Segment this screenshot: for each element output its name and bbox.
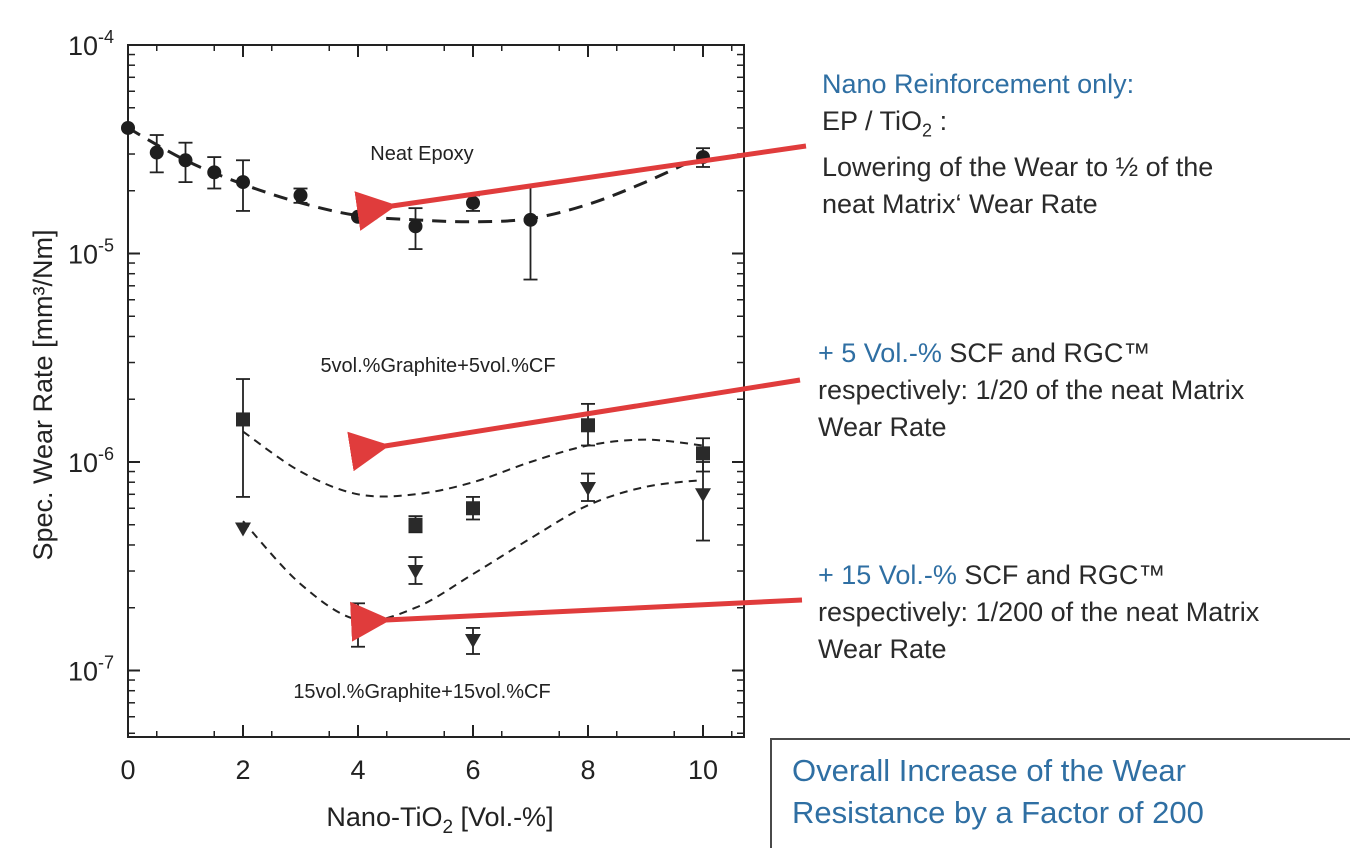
arrow-5vol xyxy=(347,377,801,472)
overall-line1: Overall Increase of the Wear xyxy=(792,753,1186,788)
annotation-5vol-highlight: + 5 Vol.-% xyxy=(818,338,942,368)
annotation-nano-line2: Lowering of the Wear to ½ of the xyxy=(822,152,1214,183)
point-5vol xyxy=(236,412,250,427)
ep-tio-text: EP / TiO xyxy=(822,106,923,136)
annotation-15vol-line3: Wear Rate xyxy=(818,634,947,664)
point-5vol xyxy=(466,501,480,516)
point-neat-epoxy xyxy=(523,212,538,227)
annotation-5vol-rest: SCF and RGC™ xyxy=(941,338,1151,368)
point-neat-epoxy xyxy=(408,219,423,234)
x-tick-label: 0 xyxy=(120,755,135,785)
x-tick-label: 8 xyxy=(580,755,595,785)
x-tick-label: 10 xyxy=(688,755,718,785)
annotation-nano-reinforcement: Nano Reinforcement only: EP / TiO2 : Low… xyxy=(822,66,1342,223)
x-axis-ticks: 0 2 4 6 8 10 xyxy=(120,45,718,785)
point-neat-epoxy xyxy=(121,120,135,135)
point-5vol xyxy=(351,442,365,457)
arrow-nano xyxy=(354,143,807,231)
series-label-g5: 5vol.%Graphite+5vol.%CF xyxy=(320,355,555,377)
point-neat-epoxy xyxy=(351,209,365,224)
point-neat-epoxy xyxy=(207,165,222,180)
overall-increase-box: Overall Increase of the Wear Resistance … xyxy=(770,738,1350,848)
point-15vol xyxy=(235,522,251,537)
fit-curve-5vol xyxy=(242,430,704,498)
point-neat-epoxy xyxy=(466,195,480,210)
point-15vol xyxy=(580,482,596,497)
annotation-nano-title: Nano Reinforcement only: xyxy=(822,69,1135,99)
y-axis-ticks: 10-4 10-5 10-6 10-7 xyxy=(68,27,744,687)
arrow-15vol xyxy=(350,597,803,642)
annotation-15vol-line2: respectively: 1/200 of the neat Matrix xyxy=(818,597,1260,627)
point-15vol xyxy=(465,634,481,649)
annotation-15vol-rest: SCF and RGC™ xyxy=(956,560,1166,590)
y-tick-label: 10-6 xyxy=(68,444,114,478)
series-label-g15: 15vol.%Graphite+15vol.%CF xyxy=(293,681,550,703)
annotation-15vol-line1: + 15 Vol.-% SCF and RGC™ xyxy=(818,557,1348,594)
x-tick-label: 4 xyxy=(350,755,365,785)
fit-curve-15vol xyxy=(242,478,704,622)
x-tick-label: 6 xyxy=(465,755,480,785)
ep-tio-subscript: 2 xyxy=(922,120,933,141)
y-tick-label: 10-7 xyxy=(68,653,114,687)
overall-increase-text: Overall Increase of the Wear Resistance … xyxy=(792,750,1204,834)
annotation-5vol-line3: Wear Rate xyxy=(818,412,947,442)
series-label-neat: Neat Epoxy xyxy=(370,143,473,165)
point-5vol xyxy=(696,446,710,461)
overall-line2: Resistance by a Factor of 200 xyxy=(792,795,1204,830)
point-15vol xyxy=(350,616,366,631)
annotation-nano-line1: EP / TiO2 : xyxy=(822,103,1342,149)
point-5vol xyxy=(581,418,595,433)
x-tick-label: 2 xyxy=(235,755,250,785)
annotation-15vol-highlight: + 15 Vol.-% xyxy=(818,560,957,590)
minor-ticks xyxy=(128,45,744,737)
annotation-15vol: + 15 Vol.-% SCF and RGC™ respectively: 1… xyxy=(818,557,1348,668)
point-neat-epoxy xyxy=(149,145,164,160)
series-labels: Neat Epoxy 5vol.%Graphite+5vol.%CF 15vol.%… xyxy=(293,143,555,703)
y-axis-label: Spec. Wear Rate [mm³/Nm] xyxy=(28,229,58,560)
point-neat-epoxy xyxy=(178,153,193,168)
point-neat-epoxy xyxy=(236,175,250,190)
annotation-5vol: + 5 Vol.-% SCF and RGC™ respectively: 1/… xyxy=(818,335,1348,446)
point-neat-epoxy xyxy=(293,188,308,203)
annotation-nano-line3: neat Matrix‘ Wear Rate xyxy=(822,189,1098,220)
annotation-5vol-line1: + 5 Vol.-% SCF and RGC™ xyxy=(818,335,1348,372)
point-15vol xyxy=(407,565,424,580)
x-axis-label: Nano-TiO2 [Vol.-%] xyxy=(326,802,553,835)
ep-tio-colon: : xyxy=(932,106,948,136)
point-15vol xyxy=(695,488,711,503)
point-5vol xyxy=(408,517,423,532)
annotation-5vol-line2: respectively: 1/20 of the neat Matrix xyxy=(818,375,1245,405)
y-tick-label: 10-5 xyxy=(68,236,114,270)
y-tick-label: 10-4 xyxy=(68,27,114,61)
